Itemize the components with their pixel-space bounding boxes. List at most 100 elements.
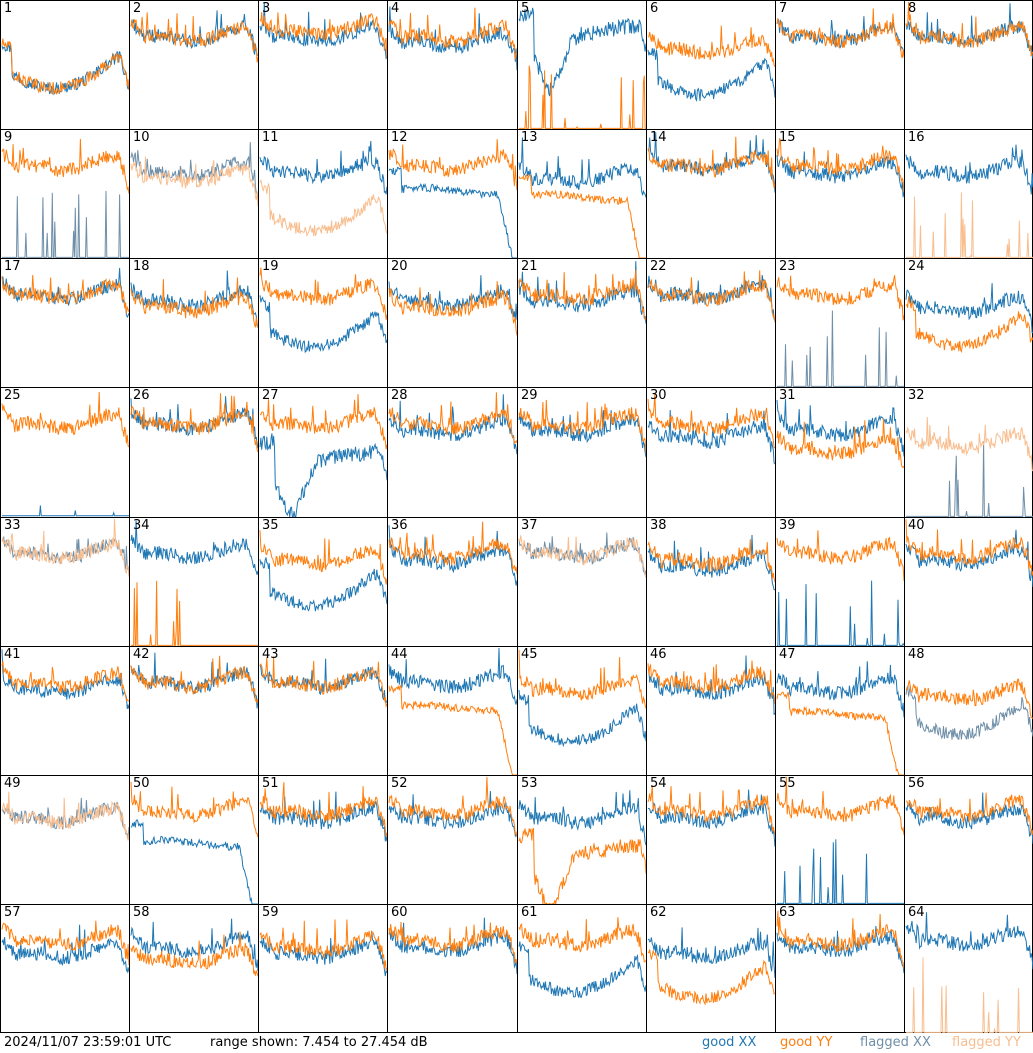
panel-number-17: 17 (4, 259, 21, 274)
panel-number-39: 39 (779, 518, 796, 533)
antenna-panel-36: 36 (387, 517, 517, 646)
antenna-panel-17: 17 (0, 258, 129, 387)
antenna-panel-52: 52 (387, 775, 517, 904)
spectrum-plot-33 (1, 518, 129, 577)
panel-number-7: 7 (779, 1, 788, 16)
good-xx-line-29 (518, 410, 646, 458)
good-xx-line-43 (259, 658, 387, 704)
spectrum-plot-1 (1, 38, 129, 96)
good-xx-line-58 (130, 918, 258, 972)
flagged-yy-line-10 (130, 156, 258, 207)
panel-number-19: 19 (262, 259, 279, 274)
good-xx-line-5 (518, 7, 646, 97)
spectrum-plot-34 (130, 520, 258, 646)
spectrum-plot-53 (518, 790, 646, 904)
good-xx-line-53 (518, 790, 646, 846)
good-yy-line-29 (518, 399, 646, 453)
good-yy-line-35 (259, 530, 387, 585)
good-yy-line-47 (776, 691, 904, 775)
spectrum-plot-31 (776, 399, 904, 468)
good-yy-line-41 (1, 660, 129, 702)
antenna-panel-63: 63 (775, 904, 904, 1033)
spectrum-plot-64 (905, 912, 1033, 1033)
good-yy-line-34 (131, 580, 258, 646)
panel-number-8: 8 (908, 1, 917, 16)
antenna-panel-45: 45 (517, 646, 646, 775)
panel-number-18: 18 (133, 259, 150, 274)
antenna-panel-16: 16 (904, 129, 1033, 258)
spectrum-plot-4 (388, 6, 517, 71)
panel-number-34: 34 (133, 518, 150, 533)
antenna-panel-42: 42 (129, 646, 258, 775)
good-xx-line-45 (518, 689, 646, 748)
spectrum-plot-12 (388, 139, 517, 258)
good-xx-line-19 (259, 295, 387, 354)
antenna-panel-6: 6 (646, 0, 775, 129)
good-yy-line-8 (905, 1, 1033, 57)
good-yy-line-50 (130, 781, 258, 838)
spectrum-plot-58 (130, 918, 258, 977)
antenna-panel-11: 11 (258, 129, 387, 258)
antenna-panel-32: 32 (904, 387, 1033, 517)
antenna-panel-57: 57 (0, 904, 129, 1033)
good-yy-line-5 (519, 65, 646, 129)
flagged-yy-line-11 (259, 178, 387, 237)
spectrum-plot-52 (388, 776, 517, 838)
spectrum-plot-11 (259, 140, 387, 237)
antenna-panel-54: 54 (646, 775, 775, 904)
good-yy-line-48 (905, 678, 1033, 719)
spectrum-plot-54 (647, 785, 775, 847)
good-yy-line-23 (776, 275, 904, 321)
good-xx-line-63 (776, 925, 904, 974)
spectrum-plot-36 (388, 521, 517, 586)
spectrum-plot-25 (1, 391, 129, 517)
spectrum-plot-20 (388, 275, 517, 336)
antenna-panel-43: 43 (258, 646, 387, 775)
antenna-panel-12: 12 (387, 129, 517, 258)
antenna-panel-55: 55 (775, 775, 904, 904)
spectrum-plot-39 (776, 530, 904, 646)
antenna-panel-44: 44 (387, 646, 517, 775)
panel-number-45: 45 (521, 647, 538, 662)
panel-number-32: 32 (908, 388, 925, 403)
panel-number-24: 24 (908, 259, 925, 274)
good-xx-line-47 (776, 661, 904, 718)
good-yy-line-42 (130, 655, 258, 704)
panel-number-4: 4 (391, 1, 400, 16)
good-yy-line-57 (1, 920, 129, 966)
antenna-panel-10: 10 (129, 129, 258, 258)
antenna-panel-19: 19 (258, 258, 387, 387)
spectrum-plot-43 (259, 656, 387, 708)
antenna-panel-35: 35 (258, 517, 387, 646)
good-yy-line-28 (388, 392, 517, 445)
panel-number-48: 48 (908, 647, 925, 662)
spectrum-plot-24 (905, 283, 1033, 354)
good-yy-line-61 (518, 917, 646, 963)
good-xx-line-24 (905, 283, 1033, 334)
panel-number-58: 58 (133, 905, 150, 920)
panel-number-55: 55 (779, 776, 796, 791)
panel-number-64: 64 (908, 905, 925, 920)
good-xx-line-36 (388, 525, 517, 586)
good-xx-line-38 (647, 534, 775, 591)
antenna-panel-30: 30 (646, 387, 775, 517)
spectrum-plot-26 (130, 393, 258, 453)
spectrum-plot-40 (905, 519, 1033, 588)
panel-number-29: 29 (521, 388, 538, 403)
good-yy-line-43 (259, 656, 387, 708)
antenna-panel-18: 18 (129, 258, 258, 387)
panel-number-30: 30 (650, 388, 667, 403)
flagged-yy-line-64 (906, 957, 1033, 1033)
panel-number-20: 20 (391, 259, 408, 274)
spectrum-plot-2 (130, 10, 258, 63)
spectrum-plot-28 (388, 392, 517, 455)
antenna-panel-27: 27 (258, 387, 387, 517)
good-yy-line-62 (647, 949, 775, 1006)
spectrum-plot-41 (1, 649, 129, 710)
flagged-yy-line-37 (518, 535, 646, 578)
good-xx-line-41 (1, 649, 129, 710)
good-yy-line-58 (130, 931, 258, 977)
good-yy-line-24 (905, 296, 1033, 354)
good-yy-line-51 (259, 782, 387, 838)
